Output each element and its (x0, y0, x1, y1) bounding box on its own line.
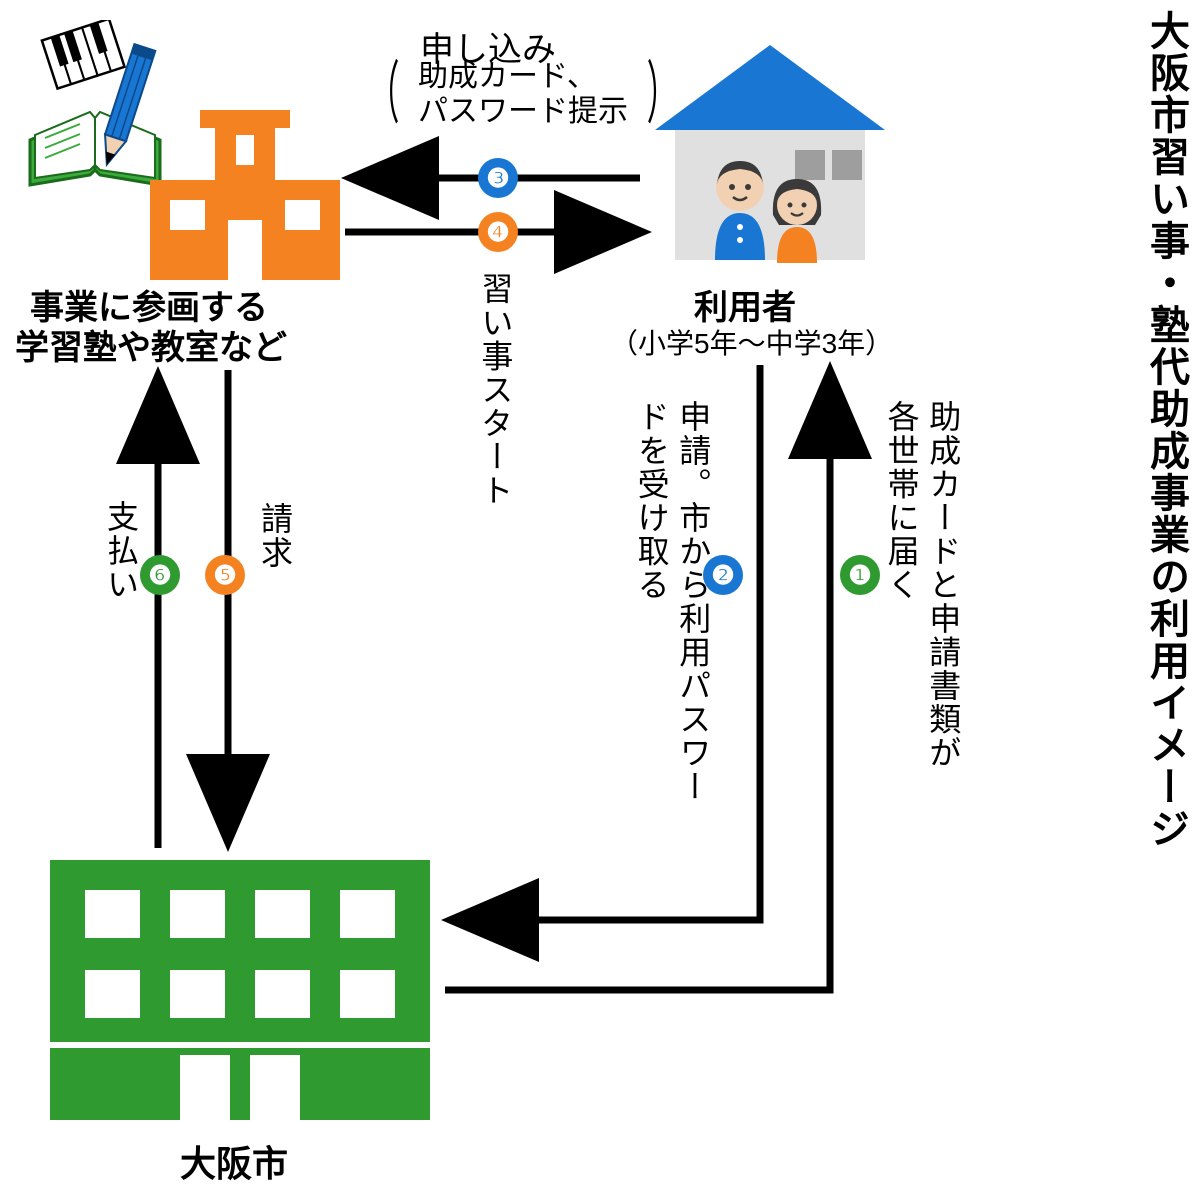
step1-text: 助成カードと申請書類が各世帯に届く (880, 400, 963, 800)
step3-parens: （ 助成カード、 パスワード提示 ） (350, 60, 696, 129)
arrows-layer (0, 0, 1200, 1200)
step6-text: 支払い (98, 500, 144, 601)
step2-text: 申請。市から利用パスワードを受け取る (630, 400, 713, 830)
step3-paren-b: パスワード提示 (418, 95, 628, 130)
step4-badge: ❹ (478, 212, 518, 252)
step6-badge: ❻ (140, 555, 180, 595)
step5-text: 請求 (252, 502, 298, 569)
step1-badge: ❶ (840, 555, 880, 595)
step3-paren-a: 助成カード、 (418, 60, 628, 95)
step5-badge: ❺ (205, 555, 245, 595)
step4-text: 習い事スタート (476, 272, 514, 507)
step3-badge: ❸ (478, 158, 518, 198)
